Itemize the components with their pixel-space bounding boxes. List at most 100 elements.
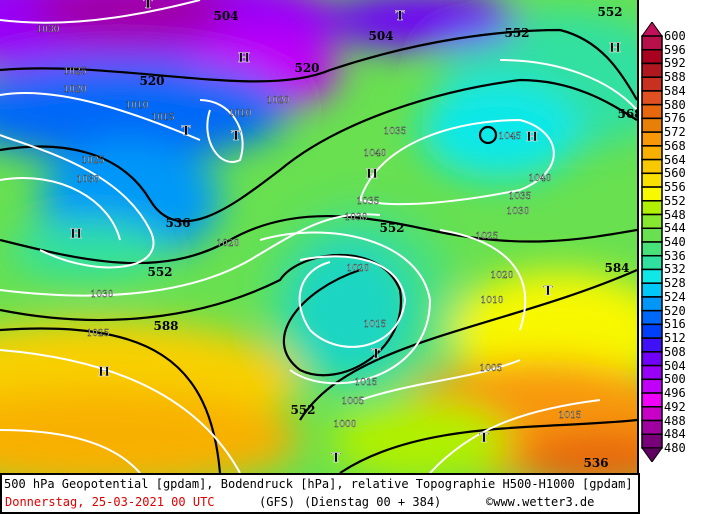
isobar-label: 1020: [347, 264, 370, 274]
caption-credit: ©www.wetter3.de: [486, 495, 595, 509]
low-pressure-marker: T: [395, 9, 405, 24]
legend-arrow-bottom: [641, 447, 663, 463]
isobar-label: 1015: [152, 113, 175, 123]
isobar-label: 1040: [529, 174, 552, 184]
legend-swatch: [641, 433, 663, 449]
isobar-label: 1010: [481, 296, 504, 306]
legend-swatch: [641, 62, 663, 78]
isobar-label: 1010: [229, 109, 252, 119]
caption-run: (Dienstag 00 + 384): [304, 495, 442, 509]
geopotential-label: 584: [604, 261, 629, 275]
caption-title: 500 hPa Geopotential [gpdam], Bodendruck…: [4, 477, 633, 491]
isobar-label: 1035: [384, 127, 407, 137]
legend-tick-label: 548: [664, 207, 686, 222]
low-pressure-marker: T: [181, 124, 191, 139]
isobar-label: 1025: [82, 156, 105, 166]
caption-model: (GFS): [259, 495, 296, 509]
geopotential-label: 552: [379, 221, 404, 235]
legend-swatch: [641, 364, 663, 381]
legend-swatch: [641, 158, 663, 175]
legend-tick-label: 488: [664, 413, 686, 428]
isobar-label: 1025: [64, 67, 87, 77]
legend-swatch: [641, 406, 663, 422]
legend-swatch: [641, 90, 663, 106]
legend-tick-label: 492: [664, 399, 686, 414]
high-pressure-marker: H: [526, 130, 538, 145]
legend-swatch: [641, 419, 663, 436]
low-pressure-marker: T: [479, 431, 489, 446]
legend-swatch: [641, 282, 663, 298]
geopotential-label: 504: [368, 29, 393, 43]
legend-swatch: [641, 241, 663, 257]
legend-swatch: [641, 131, 663, 147]
legend-swatch: [641, 254, 663, 271]
legend-swatch: [641, 76, 663, 92]
geopotential-label: 520: [139, 74, 164, 88]
color-legend: 600 596 592 588 584 580 576 572 568 564 560 556 552 5…: [640, 21, 704, 463]
legend-tick-label: 588: [664, 70, 686, 85]
legend-swatch: [641, 309, 663, 326]
geopotential-label: 552: [597, 5, 622, 19]
legend-tick-label: 484: [664, 427, 686, 442]
high-pressure-marker: H: [98, 365, 110, 380]
legend-tick-label: 512: [664, 331, 686, 346]
legend-tick-label: 600: [664, 29, 686, 43]
legend-swatch: [641, 172, 663, 188]
legend-tick-label: 508: [664, 344, 686, 359]
isobar-label: 1000: [334, 420, 357, 430]
isobar-label: 1020: [267, 96, 290, 106]
legend-swatch: [641, 145, 663, 161]
legend-tick-label: 544: [664, 221, 686, 236]
legend-swatch: [641, 378, 663, 394]
legend-tick-label: 552: [664, 193, 686, 208]
legend-swatch: [641, 186, 663, 202]
legend-tick-label: 572: [664, 125, 686, 140]
geopotential-label: 536: [583, 456, 608, 470]
high-pressure-marker: H: [70, 227, 82, 242]
isobar-label: 1045: [499, 132, 522, 142]
low-pressure-marker: T: [371, 347, 381, 362]
isobar-label: 1030: [345, 213, 368, 223]
isobar-label: 1025: [87, 329, 110, 339]
legend-tick-label: 520: [664, 303, 686, 318]
isobar-label: 1020: [491, 271, 514, 281]
legend-tick-label: 596: [664, 42, 686, 57]
geopotential-label: 552: [147, 265, 172, 279]
geopotential-label: 504: [213, 9, 238, 23]
isobar-label: 1020: [64, 85, 87, 95]
isobar-label: 1030: [77, 175, 100, 185]
legend-swatch: [641, 48, 663, 65]
isobar-label: 1010: [126, 101, 149, 111]
geopotential-label: 536: [165, 216, 190, 230]
legend-swatch: [641, 117, 663, 133]
legend-swatch: [641, 323, 663, 339]
isobar-label: 1030: [507, 207, 530, 217]
geopotential-label: 552: [504, 26, 529, 40]
geopotential-label: 588: [153, 319, 178, 333]
caption-date: Donnerstag, 25-03-2021 00 UTC: [5, 495, 215, 509]
legend-swatch: [641, 200, 663, 216]
weather-map: 1030 1025 1020 1010 1015 1010 1020 1040 1045 1035…: [0, 0, 639, 473]
legend-tick-label: 540: [664, 235, 686, 249]
isobar-label: 1035: [509, 192, 532, 202]
legend-tick-label: 592: [664, 56, 686, 71]
geopotential-label: 568: [617, 107, 637, 121]
isobar-label: 1020: [217, 239, 240, 249]
high-pressure-marker: H: [609, 41, 621, 56]
legend-tick-label: 500: [664, 372, 686, 387]
isobars: [0, 0, 637, 473]
isobar-label: 1030: [91, 290, 114, 300]
low-pressure-marker: T: [331, 451, 341, 466]
legend-swatch: [641, 268, 663, 284]
isobar-label: 1015: [559, 411, 582, 421]
legend-tick-label: 536: [664, 248, 686, 263]
color-fill: [0, 0, 637, 473]
isobar-label: 1030: [37, 25, 60, 35]
low-pressure-marker: T: [543, 284, 553, 299]
legend-tick-label: 580: [664, 97, 686, 112]
isobar-label: 1015: [355, 378, 378, 388]
isobar-label: 1005: [480, 364, 503, 374]
legend-tick-label: 516: [664, 317, 686, 332]
legend-swatch: [641, 35, 663, 51]
